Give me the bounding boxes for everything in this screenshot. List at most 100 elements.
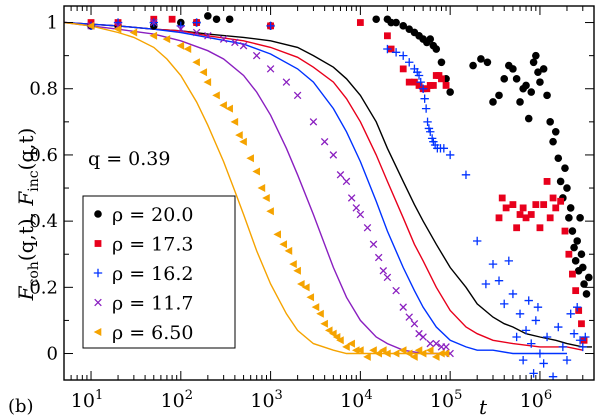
data-point (539, 359, 548, 368)
data-point (177, 25, 185, 33)
data-point (558, 342, 568, 352)
curve-line (64, 21, 583, 351)
data-point (418, 84, 428, 93)
data-point (573, 237, 582, 245)
data-point (369, 240, 378, 249)
data-point (534, 68, 542, 76)
data-point (336, 336, 344, 345)
data-point (356, 210, 365, 219)
data-point (432, 45, 441, 53)
data-point (212, 91, 220, 100)
data-point (481, 279, 491, 289)
x-axis-label: t (479, 395, 488, 419)
data-point (522, 81, 530, 90)
data-point (129, 28, 138, 37)
data-point (423, 117, 432, 127)
data-point (347, 339, 355, 348)
plot-content (64, 12, 593, 380)
data-point (495, 91, 503, 100)
data-point (584, 273, 593, 282)
data-point (324, 326, 333, 335)
data-point (441, 349, 450, 358)
data-point (489, 98, 497, 106)
data-point (252, 51, 261, 60)
data-point (192, 18, 201, 27)
data-point (391, 48, 401, 57)
x-tick-label: 104 (340, 388, 372, 412)
data-point (531, 316, 541, 325)
data-point (498, 194, 506, 202)
data-point (410, 319, 419, 328)
data-point (235, 131, 243, 140)
data-point (162, 35, 171, 44)
legend-marker (93, 328, 102, 336)
data-point (379, 267, 388, 275)
legend-box (82, 195, 236, 349)
panel-label: (b) (8, 396, 34, 417)
data-point (219, 101, 227, 110)
data-point (535, 349, 545, 358)
data-point (374, 253, 383, 262)
data-point (539, 65, 548, 73)
data-point (282, 78, 291, 86)
data-point (488, 259, 498, 269)
data-point (302, 283, 310, 292)
data-point (329, 329, 337, 338)
data-point (569, 270, 576, 278)
data-point (225, 15, 234, 24)
data-point (461, 170, 471, 179)
data-point (372, 15, 380, 24)
data-point (329, 151, 338, 159)
data-point (575, 336, 585, 345)
curve-line (64, 21, 447, 355)
data-point (575, 307, 583, 314)
data-point (363, 223, 372, 232)
data-point (309, 118, 318, 126)
data-point (297, 280, 305, 289)
data-point (336, 171, 345, 179)
data-point (420, 94, 429, 103)
data-point (289, 260, 297, 269)
data-point (398, 346, 407, 355)
y-tick-label: 0.2 (29, 277, 58, 298)
data-point (392, 18, 400, 27)
data-point (512, 332, 521, 342)
data-point (225, 104, 233, 113)
data-point (581, 332, 590, 342)
data-point (508, 289, 518, 299)
data-point (549, 194, 557, 202)
data-point (414, 346, 423, 355)
y-tick-label: 0.6 (29, 145, 58, 166)
y-tick-label: 0.4 (29, 211, 58, 232)
legend-label: ρ = 17.3 (112, 234, 193, 256)
data-point (509, 65, 517, 73)
data-point (199, 68, 208, 77)
data-point (578, 342, 587, 352)
data-point (561, 227, 569, 235)
data-point (566, 204, 575, 212)
legend-marker (94, 210, 102, 218)
legend-marker (94, 240, 102, 247)
data-point (239, 41, 248, 50)
data-point (532, 201, 540, 208)
data-point (316, 309, 324, 318)
data-point (411, 78, 418, 86)
data-point (239, 137, 247, 146)
data-point (494, 276, 504, 285)
data-point (342, 177, 351, 186)
data-point (150, 18, 158, 27)
y-axis-label: Fcoh(q,t), Finc(q,t) (14, 128, 42, 302)
data-point (542, 332, 552, 342)
data-point (524, 296, 533, 305)
data-point (515, 309, 525, 319)
data-point (383, 349, 391, 358)
data-point (204, 12, 212, 20)
data-point (252, 167, 260, 176)
legend-marker (94, 298, 102, 307)
data-point (332, 332, 341, 341)
x-tick-label: 103 (250, 388, 282, 412)
data-point (426, 127, 435, 136)
data-point (504, 256, 514, 266)
data-point (577, 250, 586, 259)
data-point (578, 320, 585, 328)
